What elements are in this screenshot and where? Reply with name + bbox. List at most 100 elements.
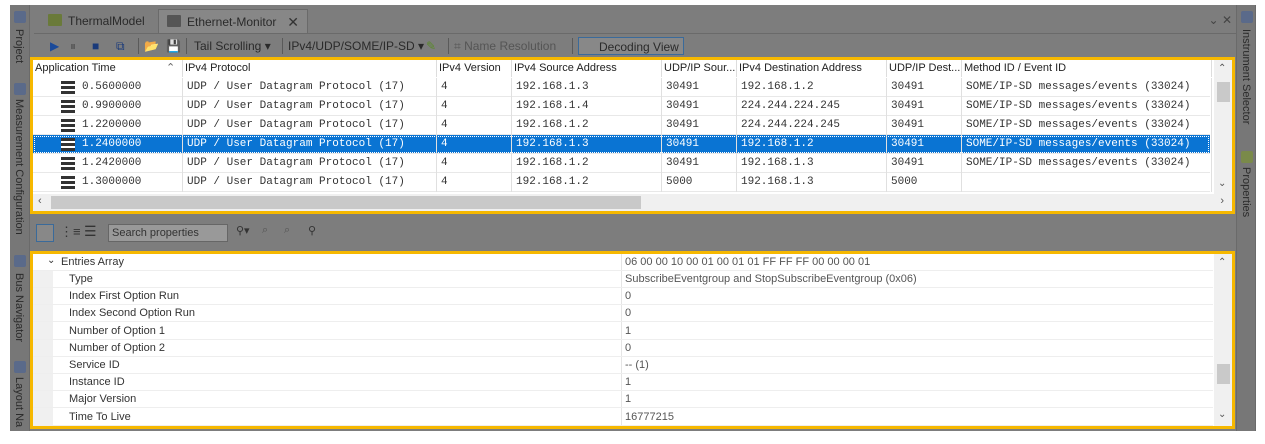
column-header[interactable]: IPv4 Protocol	[183, 60, 437, 77]
property-value: 0	[625, 307, 632, 320]
property-row[interactable]: Service ID -- (1)	[33, 357, 1213, 374]
list-view-icon[interactable]: ☰	[84, 223, 97, 239]
edit-filter-icon[interactable]: ✎	[426, 39, 437, 53]
scroll-up-icon[interactable]: ⌃	[1218, 257, 1227, 268]
toolbar: ▶ ⏸ ■ ⧉ 📂 💾 Tail Scrolling ▾ IPv4/UDP/SO…	[34, 33, 1236, 57]
table-cell: 4	[437, 154, 512, 173]
model-icon	[48, 14, 62, 26]
table-row[interactable]: 1.2420000 UDP / User Datagram Protocol (1…	[33, 154, 1212, 173]
save-icon[interactable]: 💾	[166, 39, 181, 53]
table-cell: SOME/IP-SD messages/events (33024)	[962, 154, 1212, 173]
tab-ethernet-monitor[interactable]: Ethernet-Monitor ✕	[158, 9, 308, 33]
table-cell: 30491	[887, 97, 962, 116]
scroll-down-icon[interactable]: ⌄	[1218, 409, 1227, 420]
scroll-right-icon[interactable]: ›	[1220, 195, 1224, 207]
property-value: 06 00 00 10 00 01 00 01 01 FF FF FF 00 0…	[625, 256, 871, 268]
open-folder-icon[interactable]: 📂	[144, 39, 159, 53]
decoding-view-button[interactable]: Decoding View	[578, 37, 684, 55]
collapse-chevron-icon[interactable]: ⌄	[47, 255, 56, 266]
tail-scrolling-dropdown[interactable]: Tail Scrolling ▾	[194, 39, 271, 53]
property-row[interactable]: Number of Option 1 1	[33, 323, 1213, 340]
scroll-left-icon[interactable]: ‹	[38, 195, 42, 207]
step-icon[interactable]: ⧉	[116, 39, 125, 53]
property-row[interactable]: Index First Option Run 0	[33, 288, 1213, 306]
column-header[interactable]: UDP/IP Dest...	[887, 60, 962, 77]
bus-navigator-icon	[14, 255, 26, 267]
scroll-down-icon[interactable]: ⌄	[1218, 178, 1227, 189]
table-vertical-scrollbar[interactable]: ⌃ ⌄	[1214, 60, 1232, 195]
table-cell: 0.9900000	[78, 97, 183, 116]
properties-vertical-scrollbar[interactable]: ⌃ ⌄	[1214, 254, 1232, 426]
packet-icon	[61, 157, 75, 170]
table-cell: 5000	[887, 173, 962, 192]
tab-thermalmodel[interactable]: ThermalModel	[40, 9, 153, 33]
search-properties-input[interactable]: Search properties	[108, 224, 228, 242]
sidebar-tab-instrument-selector[interactable]: Instrument Selector	[1240, 29, 1252, 125]
property-group-entries-array[interactable]: ⌄ Entries Array 06 00 00 10 00 01 00 01 …	[33, 254, 1213, 271]
column-header[interactable]: Application Time ⌃	[33, 60, 183, 77]
pause-icon[interactable]: ⏸	[70, 39, 77, 53]
find-previous-icon[interactable]: ⌕	[262, 224, 269, 236]
table-row[interactable]: 0.9900000 UDP / User Datagram Protocol (1…	[33, 97, 1212, 116]
column-header[interactable]: UDP/IP Sour...	[662, 60, 737, 77]
table-cell: 192.168.1.2	[512, 116, 662, 135]
table-row[interactable]: 1.2400000 UDP / User Datagram Protocol (1…	[33, 135, 1212, 154]
table-cell: 30491	[887, 116, 962, 135]
table-cell: 30491	[662, 78, 737, 97]
table-cell: SOME/IP-SD messages/events (33024)	[962, 135, 1212, 154]
sidebar-tab-layout[interactable]: Layout Na	[13, 377, 25, 428]
table-cell: UDP / User Datagram Protocol (17)	[183, 78, 437, 97]
column-header[interactable]: IPv4 Source Address	[512, 60, 662, 77]
table-horizontal-scrollbar[interactable]: ‹ ›	[33, 194, 1232, 211]
table-cell: 1.3000000	[78, 173, 183, 192]
table-cell: 1.2420000	[78, 154, 183, 173]
find-next-icon[interactable]: ⌕	[284, 224, 291, 236]
table-cell: 0.5600000	[78, 78, 183, 97]
table-cell: 224.244.224.245	[737, 97, 887, 116]
sidebar-tab-properties[interactable]: Properties	[1240, 167, 1252, 218]
sidebar-tab-bus-navigator[interactable]: Bus Navigator	[13, 273, 25, 343]
table-cell: 30491	[662, 116, 737, 135]
h-scroll-thumb[interactable]	[51, 196, 641, 209]
table-row[interactable]: 0.5600000 UDP / User Datagram Protocol (1…	[33, 78, 1212, 97]
table-cell	[962, 173, 1212, 192]
packet-icon	[61, 138, 75, 151]
property-row[interactable]: Major Version 1	[33, 391, 1213, 409]
property-row[interactable]: Type SubscribeEventgroup and StopSubscrib…	[33, 271, 1213, 288]
search-options-icon[interactable]: ⚲▾	[236, 225, 250, 237]
property-row[interactable]: Time To Live 16777215	[33, 409, 1213, 426]
packet-icon	[61, 176, 75, 189]
filter-icon[interactable]: ⚲	[308, 225, 317, 237]
table-cell: 192.168.1.3	[737, 173, 887, 192]
property-name: Index First Option Run	[69, 290, 180, 303]
table-cell: 224.244.224.245	[737, 116, 887, 135]
name-resolution-button[interactable]: ⌗ Name Resolution	[454, 39, 557, 53]
property-name: Time To Live	[69, 410, 131, 423]
stop-icon[interactable]: ■	[92, 39, 100, 53]
property-row[interactable]: Instance ID 1	[33, 374, 1213, 392]
column-header[interactable]: IPv4 Destination Address	[737, 60, 887, 77]
table-row[interactable]: 1.3000000 UDP / User Datagram Protocol (1…	[33, 173, 1212, 192]
scroll-thumb[interactable]	[1217, 364, 1230, 384]
property-row[interactable]: Number of Option 2 0	[33, 340, 1213, 357]
table-cell: UDP / User Datagram Protocol (17)	[183, 173, 437, 192]
property-row[interactable]: Index Second Option Run 0	[33, 305, 1213, 323]
dropdown-icon[interactable]: ⌄	[1208, 13, 1219, 27]
window-controls: ⌄ ✕	[1209, 13, 1232, 27]
sort-ascending-icon: ⌃	[166, 62, 176, 74]
column-header[interactable]: IPv4 Version	[437, 60, 512, 77]
column-header[interactable]: Method ID / Event ID	[962, 60, 1212, 77]
scroll-up-icon[interactable]: ⌃	[1218, 63, 1227, 74]
tree-view-icon[interactable]: ⋮≡	[60, 224, 81, 239]
play-icon[interactable]: ▶	[50, 39, 60, 53]
close-tab-icon[interactable]: ✕	[287, 14, 299, 30]
close-icon[interactable]: ✕	[1221, 13, 1232, 27]
scroll-thumb[interactable]	[1217, 82, 1230, 102]
protocol-filter-dropdown[interactable]: IPv4/UDP/SOME/IP-SD ▾	[288, 39, 425, 53]
sidebar-tab-measurement-configuration[interactable]: Measurement Configuration	[13, 99, 25, 235]
sidebar-tab-project[interactable]: Project	[13, 29, 25, 64]
table-cell: 30491	[662, 135, 737, 154]
table-cell: UDP / User Datagram Protocol (17)	[183, 116, 437, 135]
table-row[interactable]: 1.2200000 UDP / User Datagram Protocol (1…	[33, 116, 1212, 135]
categorized-view-icon[interactable]	[36, 224, 54, 242]
